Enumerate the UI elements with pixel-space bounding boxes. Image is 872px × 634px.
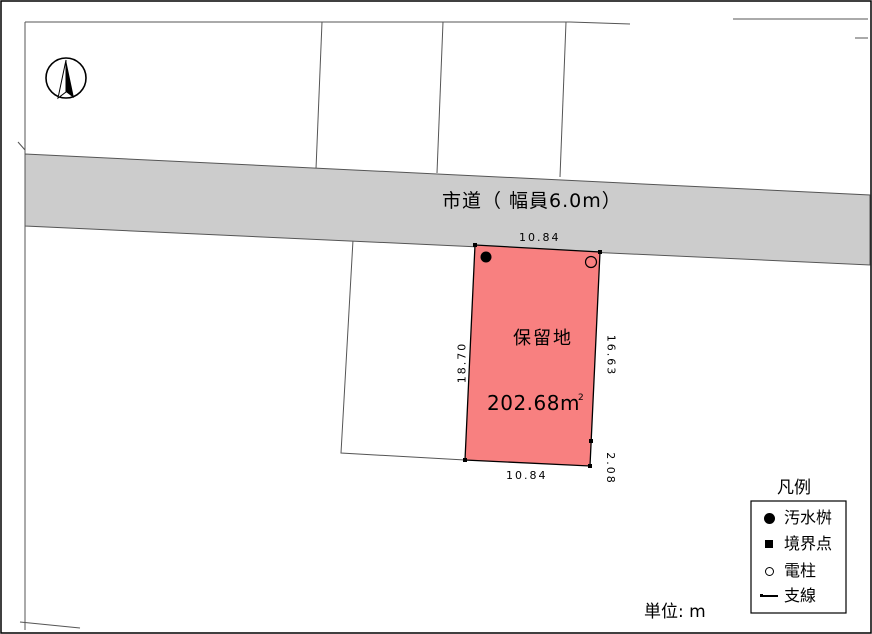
lot-area-unit-superscript: 2 (577, 393, 585, 403)
parcel-line (559, 21, 567, 178)
legend-item-guy-wire: 支線 (760, 588, 816, 604)
dimension-left: 18.70 (455, 341, 469, 384)
legend-item-label: 境界点 (784, 534, 833, 553)
filled-square-icon (760, 540, 778, 548)
lot-name: 保留地 (513, 328, 573, 349)
dimension-short: 2.08 (603, 452, 617, 485)
legend-item-sewer-manhole: 汚水桝 (760, 510, 832, 526)
dimension-top: 10.84 (519, 231, 561, 244)
road-label: 市道（ 幅員6.0m） (442, 190, 622, 212)
boundary-points (463, 243, 602, 468)
city-road (24, 153, 871, 266)
legend-item-label: 支線 (784, 586, 817, 605)
legend-item-utility-pole: 電柱 (760, 563, 816, 579)
parcel-line (340, 239, 466, 461)
hollow-circle-icon (760, 566, 778, 576)
parcel-line (569, 21, 631, 25)
utility-pole-marker (584, 255, 598, 269)
legend-item-label: 電柱 (784, 561, 817, 580)
boundary-point (598, 250, 602, 254)
boundary-point (589, 439, 593, 443)
parcel-lines (17, 18, 868, 630)
legend-title: 凡例 (777, 478, 811, 498)
unit-label: 単位: m (644, 602, 706, 622)
line-icon (760, 594, 778, 597)
filled-circle-icon (760, 512, 778, 524)
parcel-line (436, 21, 444, 174)
lot-area: 202.68m2 (487, 393, 584, 413)
lot-area-value: 202.68m (487, 391, 580, 415)
dimension-bottom: 10.84 (506, 469, 548, 482)
boundary-point (588, 464, 592, 468)
parcel-line (19, 621, 81, 629)
parcel-line (315, 21, 323, 170)
legend-item-boundary-point: 境界点 (760, 536, 832, 552)
reserved-lot (464, 244, 601, 467)
boundary-point (463, 458, 467, 462)
legend-item-label: 汚水桝 (784, 508, 833, 527)
dimension-right: 16.63 (604, 334, 618, 377)
north-arrow-icon (45, 57, 87, 100)
boundary-point (473, 243, 477, 247)
parcel-line (17, 141, 26, 151)
sewer-manhole-marker (480, 251, 492, 263)
